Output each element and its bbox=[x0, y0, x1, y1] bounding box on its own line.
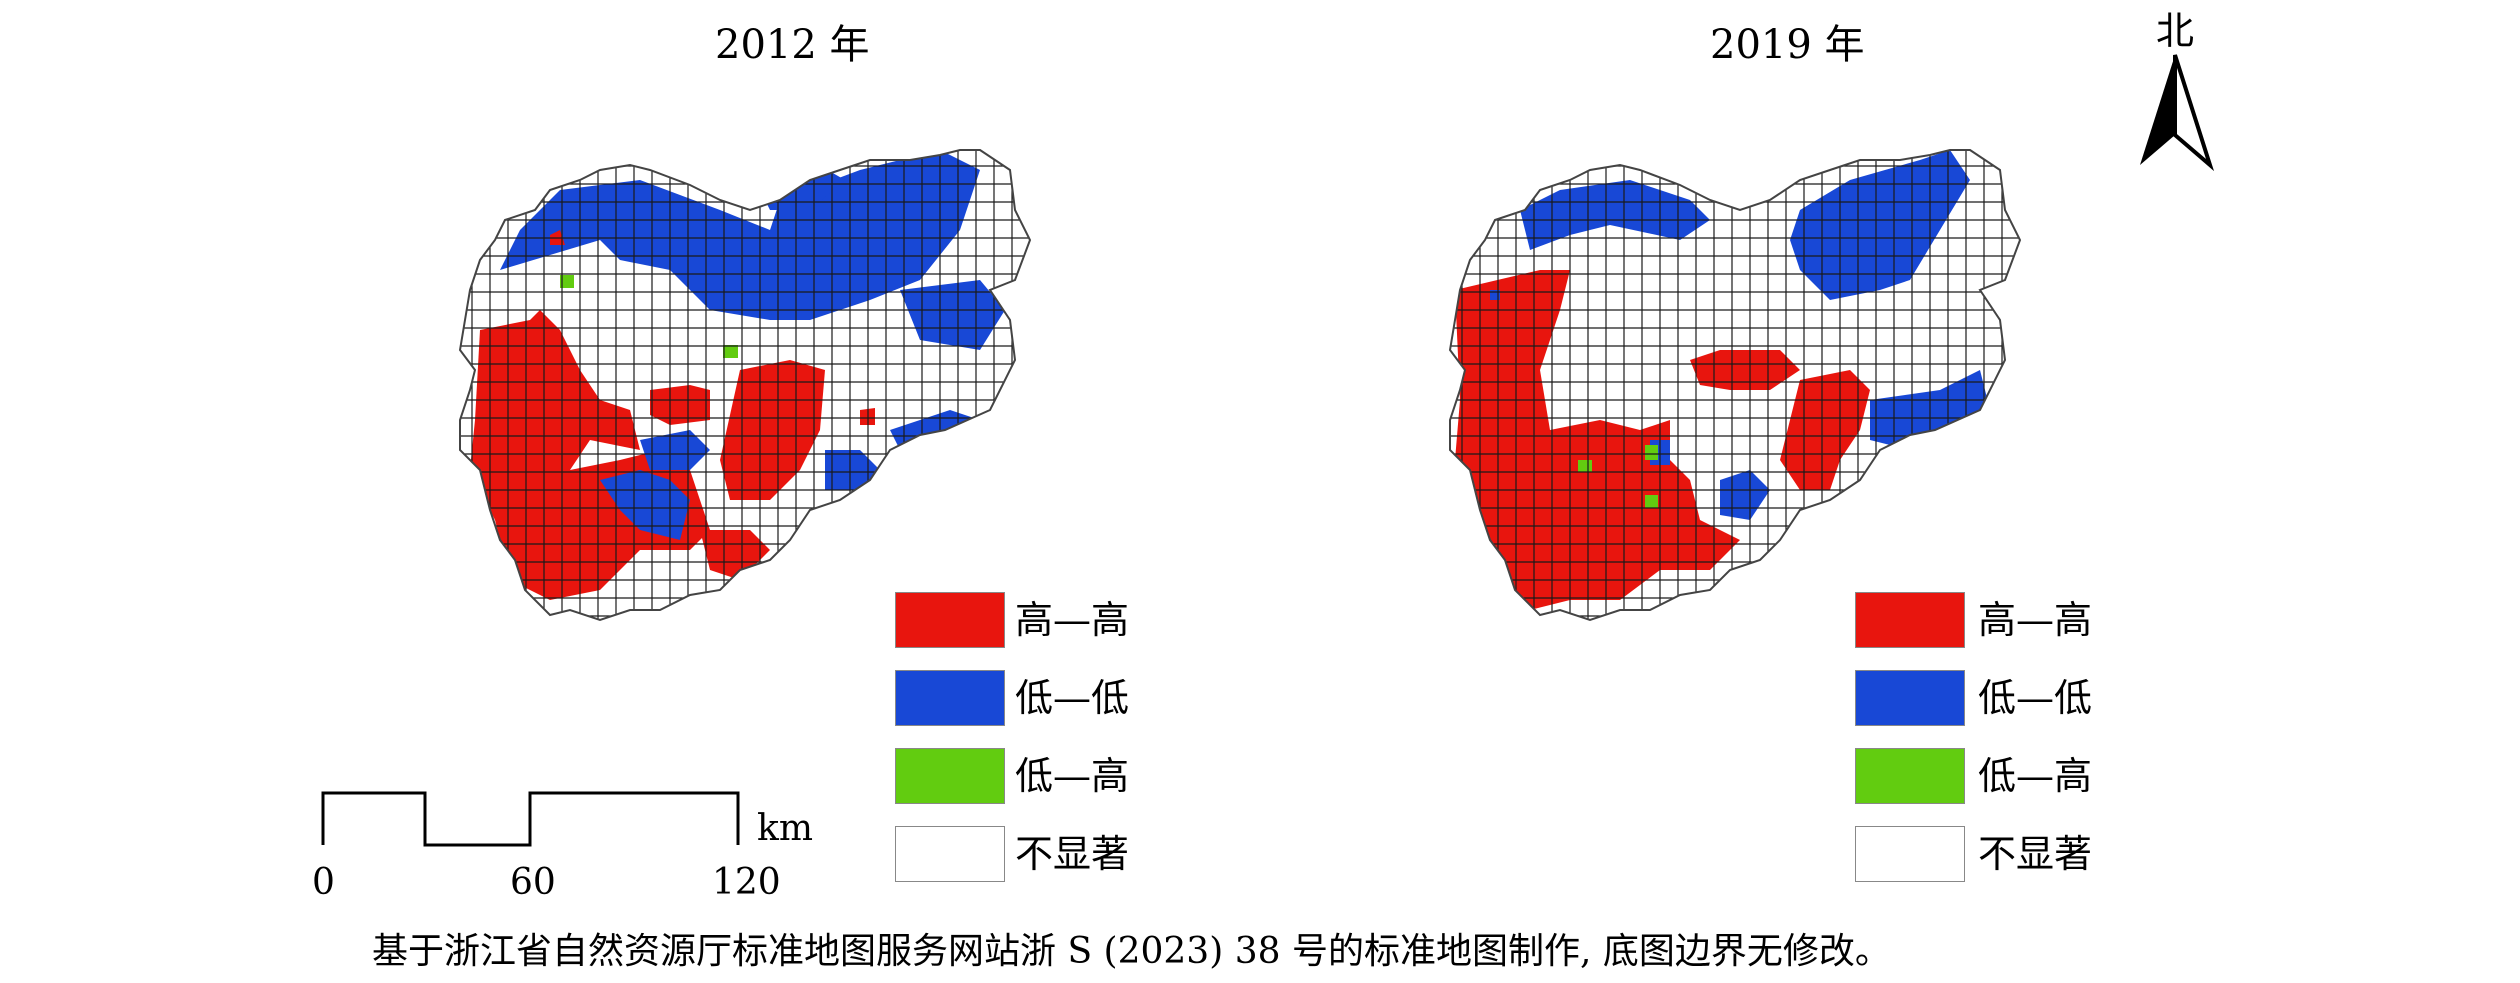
legend-label-low-low: 低—低 bbox=[1978, 676, 2093, 720]
legend-label-not-significant: 不显著 bbox=[1015, 832, 1130, 876]
legend-label-high-high: 高—高 bbox=[1978, 598, 2093, 642]
cluster-zone-low-high bbox=[1578, 460, 1592, 472]
map-title-2012: 2012 年 bbox=[715, 22, 870, 68]
cluster-zone-low-low bbox=[1790, 150, 1970, 300]
cluster-zone-high-high bbox=[650, 385, 710, 425]
cluster-zone-low-high bbox=[560, 275, 574, 288]
legend-swatch-high-high bbox=[895, 592, 1005, 648]
cluster-zone-low-low bbox=[500, 150, 980, 320]
legend-swatch-not-significant bbox=[895, 826, 1005, 882]
cluster-zone-low-low bbox=[600, 470, 690, 540]
legend-swatch-low-high bbox=[895, 748, 1005, 804]
scale-tick-60: 60 bbox=[510, 862, 556, 903]
cluster-zone-low-high bbox=[723, 345, 738, 358]
cluster-zone-low-low bbox=[1520, 180, 1710, 250]
scale-tick-120: 120 bbox=[712, 862, 781, 903]
scale-bar bbox=[321, 791, 740, 847]
cluster-zone-high-high bbox=[1690, 350, 1800, 390]
cluster-zone-low-high bbox=[1645, 495, 1658, 508]
legend-label-low-low: 低—低 bbox=[1015, 676, 1130, 720]
north-label: 北 bbox=[2155, 9, 2194, 53]
grid-lines bbox=[460, 150, 1030, 620]
cluster-zone-high-high bbox=[720, 360, 825, 500]
cluster-zone-low-low bbox=[900, 280, 1005, 350]
cluster-zone-low-high bbox=[1645, 445, 1658, 460]
cluster-zone-high-high bbox=[1455, 270, 1740, 610]
legend-swatch-low-low bbox=[895, 670, 1005, 726]
map-2019 bbox=[1448, 149, 2022, 622]
map-caption: 基于浙江省自然资源厅标准地图服务网站浙 S (2023) 38 号的标准地图制作… bbox=[372, 931, 1891, 972]
map-title-2019: 2019 年 bbox=[1710, 22, 1865, 68]
region-outline bbox=[458, 149, 1032, 622]
legend-swatch-low-high bbox=[1855, 748, 1965, 804]
legend-label-low-high: 低—高 bbox=[1978, 754, 2093, 798]
scale-tick-0: 0 bbox=[312, 862, 335, 903]
legend-swatch-low-low bbox=[1855, 670, 1965, 726]
legend-label-not-significant: 不显著 bbox=[1978, 832, 2093, 876]
cluster-zone-low-low bbox=[825, 450, 880, 490]
legend-label-high-high: 高—高 bbox=[1015, 598, 1130, 642]
map-2012 bbox=[458, 149, 1032, 622]
cluster-zone-low-low bbox=[640, 430, 710, 470]
legend-swatch-high-high bbox=[1855, 592, 1965, 648]
scale-unit: km bbox=[757, 808, 813, 849]
legend-label-low-high: 低—高 bbox=[1015, 754, 1130, 798]
north-arrow-icon bbox=[2140, 54, 2215, 172]
legend-swatch-not-significant bbox=[1855, 826, 1965, 882]
region-outline bbox=[1448, 149, 2022, 622]
